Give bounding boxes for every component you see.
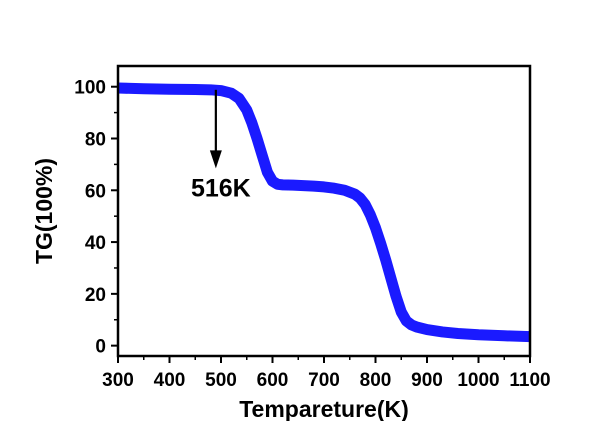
- x-tick-label: 300: [102, 370, 134, 391]
- x-tick-label: 800: [360, 370, 392, 391]
- x-tick-label: 900: [411, 370, 443, 391]
- x-tick-label: 600: [257, 370, 289, 391]
- y-tick-label: 100: [74, 78, 106, 99]
- x-axis-title: Tempareture(K): [239, 396, 409, 421]
- axes-layer: [116, 64, 532, 358]
- annotation-arrow-head: [209, 150, 222, 169]
- x-tick-label: 500: [205, 370, 237, 391]
- tg-series-line: [117, 82, 531, 343]
- annotation-layer: 516K: [191, 89, 251, 202]
- ticks-layer: 300 400 500 600 700 800 900 1000 1100 0 20 40 60 80 10…: [74, 78, 550, 391]
- plot-frame: [116, 64, 532, 358]
- x-tick-label: 1000: [457, 370, 499, 391]
- plot-layer: [117, 82, 531, 343]
- x-tick-label: 1100: [509, 370, 550, 391]
- x-tick-label: 400: [154, 370, 186, 391]
- annotation-label: 516K: [191, 174, 251, 202]
- y-tick-label: 80: [85, 130, 106, 151]
- y-tick-label: 40: [85, 233, 106, 254]
- y-tick-label: 60: [85, 181, 106, 202]
- y-axis-title: TG(100%): [31, 158, 57, 264]
- y-tick-label: 20: [85, 285, 106, 306]
- y-tick-label: 0: [95, 337, 106, 358]
- x-tick-label: 700: [308, 370, 340, 391]
